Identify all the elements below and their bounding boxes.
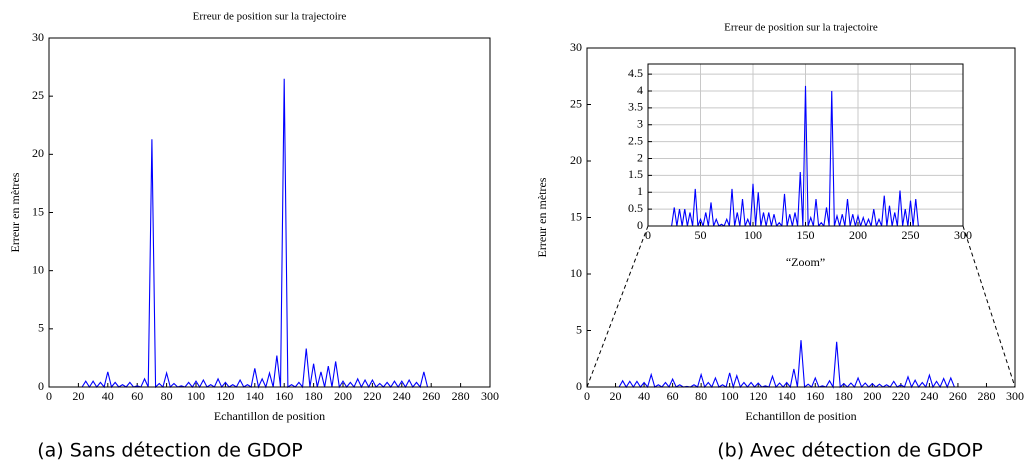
x-tick-label: 220: [363, 389, 381, 403]
y-tick-label: 30: [570, 40, 582, 54]
y-tick-label: 10: [570, 266, 582, 280]
x-tick-label: 200: [863, 389, 881, 403]
y-tick-label: 2.5: [628, 133, 643, 147]
y-tick-label: 0.5: [628, 201, 643, 215]
x-tick-label: 200: [849, 228, 867, 242]
x-tick-label: 160: [806, 389, 824, 403]
y-axis-label: Erreur en mètres: [535, 177, 549, 257]
x-tick-label: 240: [920, 389, 938, 403]
x-axis-label: Echantillon de position: [214, 409, 325, 423]
x-tick-label: 180: [835, 389, 853, 403]
x-tick-label: 80: [695, 389, 707, 403]
x-tick-label: 40: [638, 389, 650, 403]
x-tick-label: 20: [610, 389, 622, 403]
x-tick-label: 50: [695, 228, 707, 242]
chart-title: Erreur de position sur la trajectoire: [193, 11, 347, 23]
x-tick-label: 0: [46, 389, 52, 403]
y-tick-label: 20: [32, 146, 44, 160]
x-tick-label: 140: [246, 389, 264, 403]
x-tick-label: 300: [954, 228, 972, 242]
y-tick-label: 0: [637, 218, 643, 232]
x-tick-label: 20: [72, 389, 84, 403]
x-tick-label: 100: [721, 389, 739, 403]
x-axis-label: “Zoom”: [786, 255, 825, 269]
y-tick-label: 0: [576, 379, 582, 393]
data-line: [587, 340, 1015, 390]
x-tick-label: 260: [422, 389, 440, 403]
x-tick-label: 300: [1006, 389, 1024, 403]
x-tick-label: 120: [749, 389, 767, 403]
y-tick-label: 20: [570, 153, 582, 167]
x-tick-label: 260: [949, 389, 967, 403]
x-tick-label: 150: [797, 228, 815, 242]
y-tick-label: 10: [32, 262, 44, 276]
y-tick-label: 15: [32, 204, 44, 218]
data-line: [648, 85, 963, 226]
y-tick-label: 25: [32, 88, 44, 102]
plot-frame: [586, 47, 1016, 388]
y-tick-label: 1: [637, 184, 643, 198]
y-tick-label: 3.5: [628, 100, 643, 114]
caption: (b) Avec détection de GDOP: [717, 440, 983, 462]
x-tick-label: 0: [645, 228, 651, 242]
x-tick-label: 60: [131, 389, 143, 403]
x-tick-label: 60: [667, 389, 679, 403]
zoom-connector: [962, 225, 1016, 388]
y-tick-label: 5: [38, 321, 44, 335]
zoom-connector: [586, 225, 649, 388]
x-tick-label: 300: [481, 389, 499, 403]
x-tick-label: 250: [902, 228, 920, 242]
y-tick-label: 2: [637, 150, 643, 164]
x-tick-label: 120: [216, 389, 234, 403]
y-tick-label: 1.5: [628, 167, 643, 181]
x-tick-label: 0: [584, 389, 590, 403]
y-tick-label: 5: [576, 322, 582, 336]
y-tick-label: 15: [570, 209, 582, 223]
x-tick-label: 280: [977, 389, 995, 403]
plot-frame: [48, 37, 491, 388]
y-tick-label: 4: [637, 83, 643, 97]
data-line: [49, 78, 490, 389]
x-tick-label: 200: [334, 389, 352, 403]
x-axis-label: Echantillon de position: [745, 409, 856, 423]
caption: (a) Sans détection de GDOP: [37, 440, 303, 462]
x-tick-label: 220: [892, 389, 910, 403]
x-tick-label: 180: [305, 389, 323, 403]
x-tick-label: 160: [275, 389, 293, 403]
y-tick-label: 0: [38, 379, 44, 393]
y-tick-label: 30: [32, 30, 44, 44]
x-tick-label: 80: [161, 389, 173, 403]
x-tick-label: 240: [393, 389, 411, 403]
y-tick-label: 25: [570, 96, 582, 110]
x-tick-label: 100: [744, 228, 762, 242]
y-tick-label: 3: [637, 117, 643, 131]
x-tick-label: 140: [778, 389, 796, 403]
chart-title: Erreur de position sur la trajectoire: [724, 22, 878, 34]
x-tick-label: 280: [452, 389, 470, 403]
y-axis-label: Erreur en mètres: [8, 172, 22, 252]
x-tick-label: 100: [187, 389, 205, 403]
x-tick-label: 40: [102, 389, 114, 403]
y-tick-label: 4.5: [628, 66, 643, 80]
plot-frame: [647, 63, 964, 227]
